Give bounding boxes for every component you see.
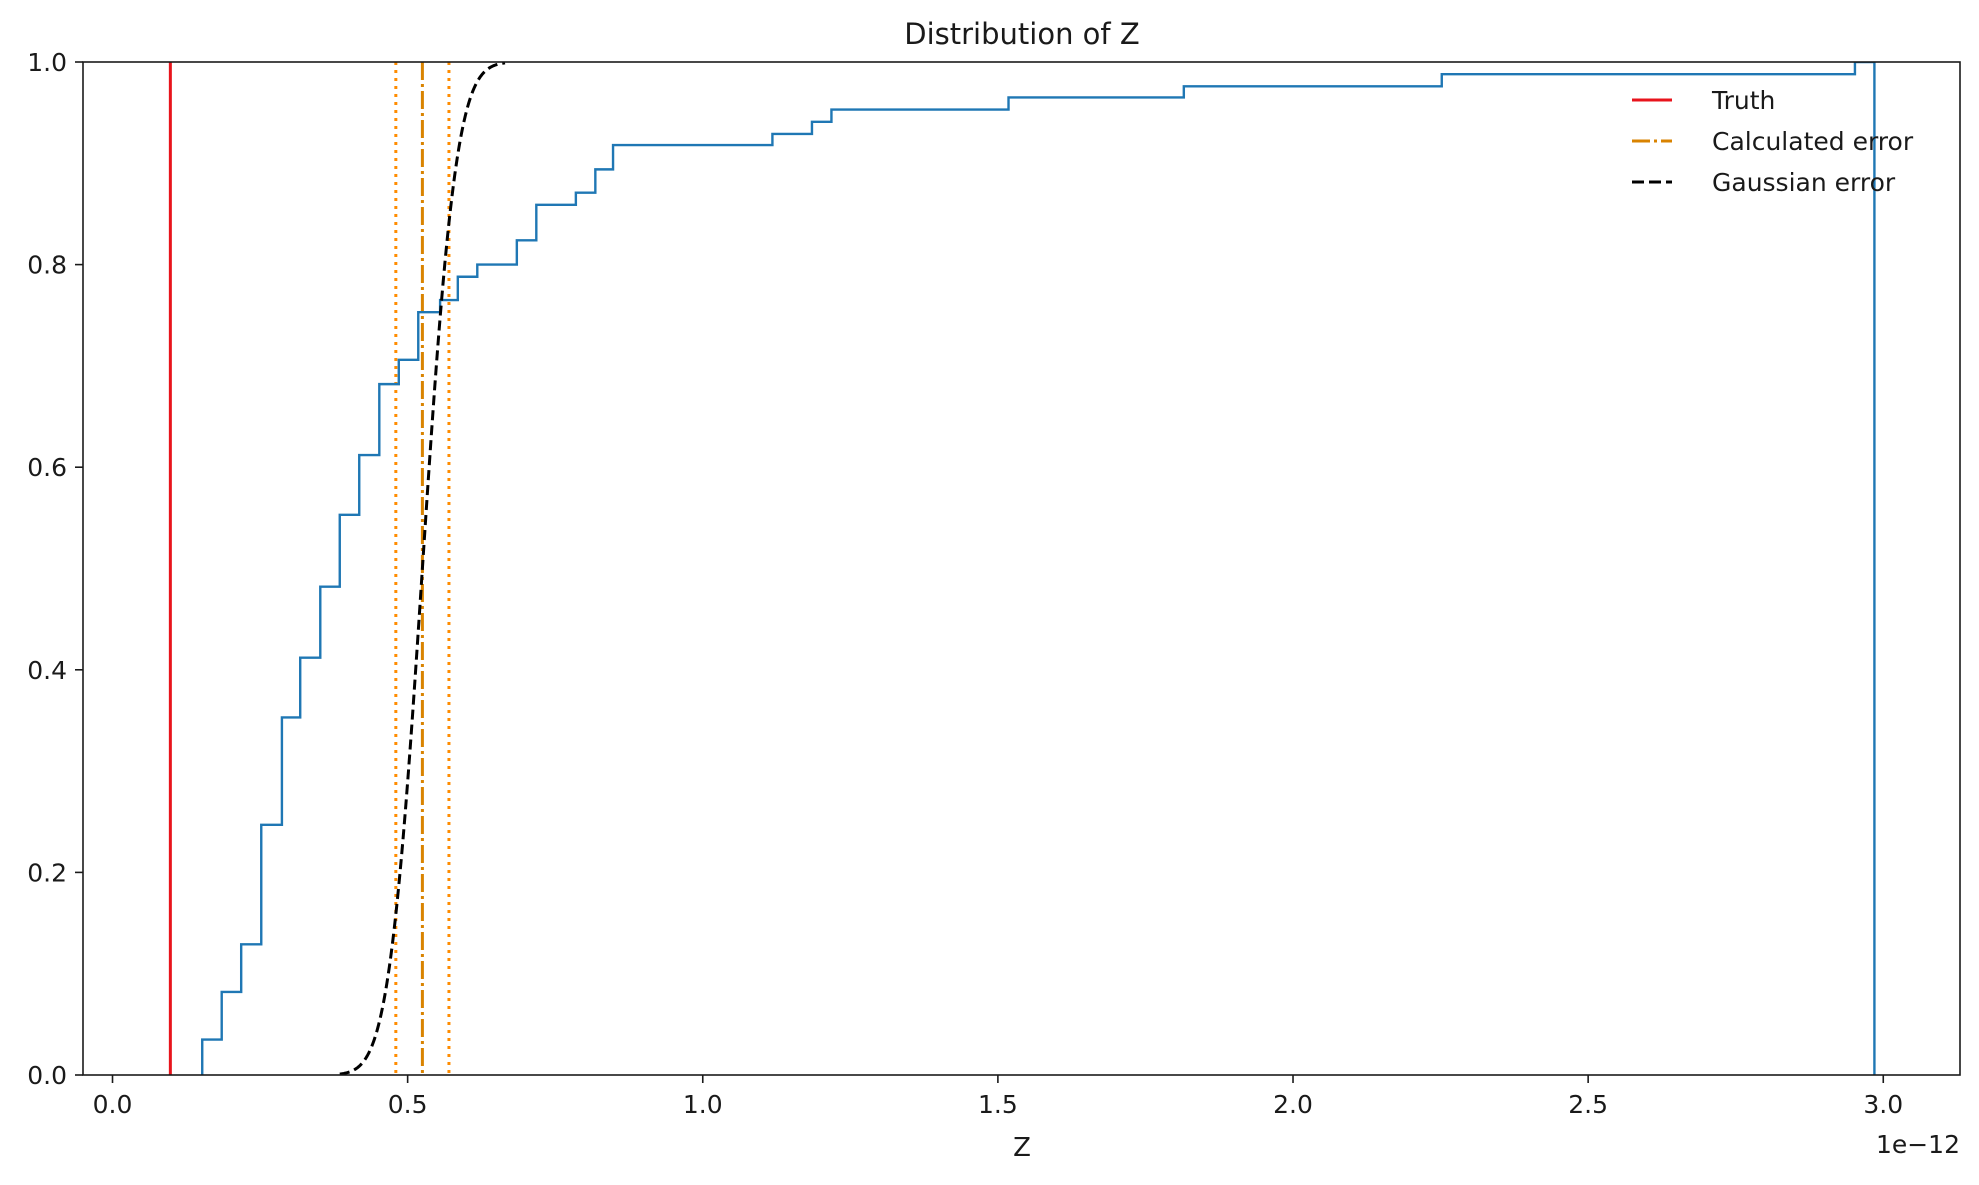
legend-label-calculated-error: Calculated error (1712, 127, 1914, 156)
y-tick-label: 0.0 (27, 1061, 67, 1090)
y-tick-label: 1.0 (27, 48, 67, 77)
x-tick-label: 1.5 (978, 1090, 1018, 1119)
x-tick-label: 3.0 (1863, 1090, 1903, 1119)
axes-frame (82, 61, 1961, 1076)
y-axis: 0.0 0.2 0.4 0.6 0.8 1.0 (27, 48, 83, 1090)
chart-title: Distribution of Z (904, 17, 1139, 51)
x-tick-label: 1.0 (683, 1090, 723, 1119)
x-tick-label: 0.5 (388, 1090, 428, 1119)
plot-area (168, 62, 1876, 1075)
x-axis: 0.0 0.5 1.0 1.5 2.0 2.5 3.0 (93, 1075, 1903, 1119)
x-tick-label: 0.0 (93, 1090, 133, 1119)
x-tick-label: 2.0 (1273, 1090, 1313, 1119)
x-axis-scale-label: 1e−12 (1876, 1130, 1960, 1159)
y-tick-label: 0.2 (27, 858, 67, 887)
y-tick-label: 0.4 (27, 656, 67, 685)
ecdf-step-line (201, 62, 1876, 1075)
x-tick-label: 2.5 (1568, 1090, 1608, 1119)
legend-label-truth: Truth (1711, 86, 1775, 115)
x-axis-label: Z (1013, 1133, 1031, 1163)
gaussian-error-curve (339, 62, 506, 1075)
legend-label-gaussian-error: Gaussian error (1712, 168, 1896, 197)
legend: Truth Calculated error Gaussian error (1632, 86, 1914, 197)
y-tick-label: 0.6 (27, 453, 67, 482)
y-tick-label: 0.8 (27, 251, 67, 280)
